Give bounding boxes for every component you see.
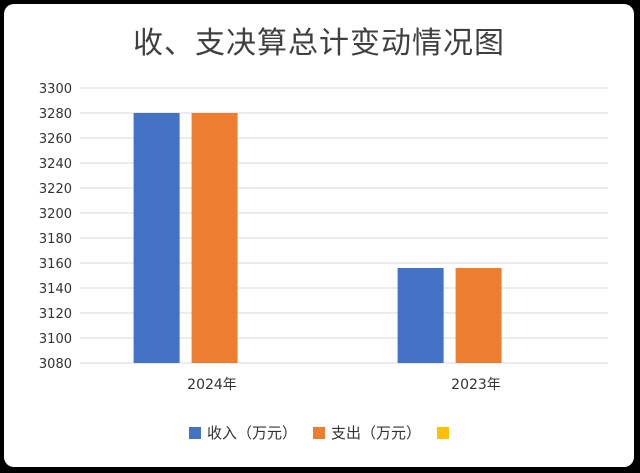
legend-swatch [437,426,450,439]
chart-title: 收、支决算总计变动情况图 [133,26,505,61]
chart-legend: 收入（万元） 支出（万元） [4,422,634,443]
bar [133,113,180,363]
legend-swatch [313,426,325,439]
y-tick-label: 3220 [39,182,72,197]
y-tick-label: 3180 [39,232,72,247]
y-tick-label: 3160 [39,257,72,272]
y-tick-label: 3120 [39,307,72,322]
y-tick-label: 3200 [39,207,72,222]
x-category-label: 2024年 [187,377,237,393]
bar [191,113,238,363]
chart-plot: 3080 3100 3120 3140 3160 3180 3200 3220 3240 3260… [39,82,608,393]
y-tick-label: 3140 [39,282,72,297]
chart-frame: 收、支决算总计变动情况图 3080 3100 3120 3140 3160 3180 320… [4,4,634,467]
y-tick-label: 3080 [39,357,72,372]
legend-item [437,426,450,439]
y-tick-label: 3260 [39,132,72,147]
bar [455,268,502,363]
bar [397,268,444,363]
legend-label: 收入（万元） [206,424,297,442]
y-tick-label: 3300 [39,82,72,97]
x-category-label: 2023年 [451,377,501,393]
legend-item: 支出（万元） [313,422,421,443]
y-tick-label: 3280 [39,107,72,122]
legend-swatch [188,426,201,439]
y-tick-label: 3240 [39,157,72,172]
legend-item: 收入（万元） [188,422,297,443]
legend-label: 支出（万元） [331,424,422,442]
y-tick-label: 3100 [39,332,72,347]
